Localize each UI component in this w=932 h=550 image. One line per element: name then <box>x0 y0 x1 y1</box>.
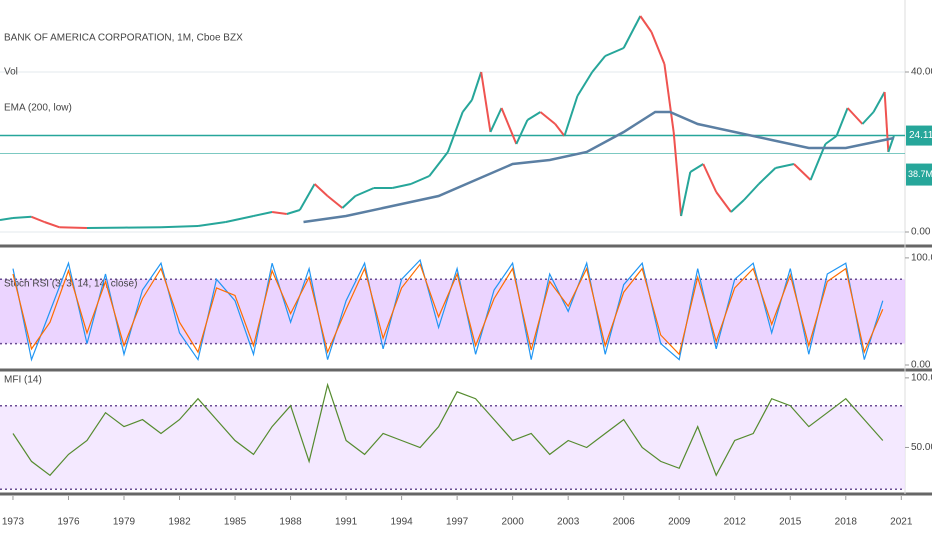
price-segment <box>758 167 777 185</box>
overlay-label: Vol <box>4 67 18 78</box>
price-segment <box>253 211 273 217</box>
price-segment <box>775 163 795 169</box>
price-segment <box>539 111 556 125</box>
x-tick-label: 1982 <box>168 517 191 528</box>
price-segment <box>480 71 492 133</box>
band-fill <box>0 405 905 490</box>
price-segment <box>563 95 579 137</box>
price-segment <box>500 107 518 145</box>
price-segment <box>650 31 666 65</box>
series-line <box>12 263 884 356</box>
x-tick-label: 1991 <box>335 517 358 528</box>
price-segment <box>326 195 344 209</box>
price-segment <box>824 135 838 145</box>
price-segment <box>354 187 375 197</box>
price-segment <box>410 175 430 185</box>
price-segment <box>702 163 718 193</box>
volume-label-box <box>906 163 932 186</box>
price-segment <box>446 111 464 153</box>
x-tick-label: 1976 <box>57 517 80 528</box>
price-segment <box>515 119 529 145</box>
price-segment <box>554 123 566 137</box>
price-segment <box>846 107 864 125</box>
y-tick-label: 50.00 <box>911 442 932 453</box>
x-tick-label: 1985 <box>224 517 247 528</box>
price-segment <box>428 151 449 177</box>
price-segment <box>663 63 675 133</box>
x-tick-label: 1997 <box>446 517 469 528</box>
price-segment <box>0 217 14 221</box>
price-segment <box>392 183 412 189</box>
y-tick-label: 100.00 <box>911 253 932 264</box>
price-segment <box>12 215 32 219</box>
price-segment <box>286 209 301 215</box>
price-segment <box>639 15 653 33</box>
y-tick-label: 100.00 <box>911 373 932 384</box>
price-segment <box>604 47 625 57</box>
price-segment <box>576 71 594 97</box>
x-tick-label: 1988 <box>279 517 302 528</box>
legend-entry: EMA (200, low) <box>4 103 72 114</box>
price-segment <box>743 183 760 201</box>
price-segment <box>872 91 886 113</box>
price-segment <box>313 183 329 197</box>
price-segment <box>689 163 704 173</box>
price-segment <box>44 221 60 229</box>
price-segment <box>31 215 45 223</box>
y-tick-label: 40.00 <box>911 67 932 78</box>
price-segment <box>526 111 541 121</box>
series-line <box>12 382 884 477</box>
x-tick-label: 2009 <box>668 517 691 528</box>
pane-title: MFI (14) <box>4 375 42 386</box>
price-segment <box>470 71 483 101</box>
price-segment <box>730 199 745 213</box>
x-tick-label: 2021 <box>890 517 913 528</box>
x-tick-label: 1973 <box>2 517 25 528</box>
y-tick-label: 0.00 <box>911 360 931 371</box>
x-tick-label: 2003 <box>557 517 580 528</box>
price-segment <box>197 221 226 227</box>
band-fill <box>0 279 905 344</box>
price-segment <box>489 107 503 133</box>
pane-title: BANK OF AMERICA CORPORATION, 1M, Cboe BZ… <box>4 33 243 44</box>
price-segment <box>298 183 316 211</box>
x-tick-label: 2012 <box>724 517 747 528</box>
price-segment <box>341 195 357 209</box>
x-tick-label: 1994 <box>390 517 413 528</box>
price-segment <box>59 226 88 229</box>
price-segment <box>715 191 732 213</box>
price-segment <box>680 171 692 217</box>
price-segment <box>591 55 606 73</box>
price-segment <box>160 225 199 229</box>
price-segment <box>861 111 875 125</box>
volume-label: 38.7M <box>908 169 932 179</box>
price-segment <box>225 215 254 223</box>
price-label-box <box>906 125 932 146</box>
price-label: 24.11 <box>909 130 932 141</box>
price-segment <box>672 131 683 217</box>
series-line <box>12 258 884 362</box>
price-segment <box>809 143 827 181</box>
price-segment <box>271 211 287 215</box>
series-line <box>303 110 895 224</box>
price-segment <box>883 91 890 153</box>
pane-title: Stoch RSI (3, 3, 14, 14, close) <box>4 279 137 290</box>
price-segment <box>793 163 812 181</box>
x-tick-label: 2006 <box>613 517 636 528</box>
x-tick-label: 2018 <box>835 517 858 528</box>
y-tick-label: 0.00 <box>911 227 931 238</box>
price-segment <box>461 99 473 113</box>
price-segment <box>835 107 849 137</box>
x-tick-label: 1979 <box>113 517 136 528</box>
x-tick-label: 2000 <box>502 517 525 528</box>
price-segment <box>622 15 642 49</box>
x-tick-label: 2015 <box>779 517 802 528</box>
